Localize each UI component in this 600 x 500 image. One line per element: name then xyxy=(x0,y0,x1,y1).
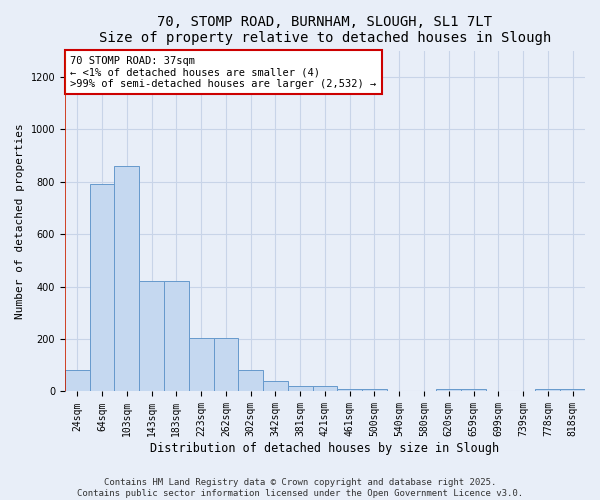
Bar xyxy=(139,282,164,392)
Bar xyxy=(362,390,387,392)
Bar xyxy=(189,338,214,392)
Bar xyxy=(313,386,337,392)
Bar xyxy=(288,386,313,392)
Bar xyxy=(461,390,486,392)
Bar xyxy=(65,370,89,392)
Bar xyxy=(337,390,362,392)
Title: 70, STOMP ROAD, BURNHAM, SLOUGH, SL1 7LT
Size of property relative to detached h: 70, STOMP ROAD, BURNHAM, SLOUGH, SL1 7LT… xyxy=(99,15,551,45)
Bar xyxy=(164,282,189,392)
Bar xyxy=(263,381,288,392)
X-axis label: Distribution of detached houses by size in Slough: Distribution of detached houses by size … xyxy=(151,442,500,455)
Bar xyxy=(560,390,585,392)
Text: Contains HM Land Registry data © Crown copyright and database right 2025.
Contai: Contains HM Land Registry data © Crown c… xyxy=(77,478,523,498)
Bar xyxy=(214,338,238,392)
Bar xyxy=(115,166,139,392)
Bar xyxy=(436,390,461,392)
Text: 70 STOMP ROAD: 37sqm
← <1% of detached houses are smaller (4)
>99% of semi-detac: 70 STOMP ROAD: 37sqm ← <1% of detached h… xyxy=(70,56,376,89)
Bar xyxy=(238,370,263,392)
Bar xyxy=(89,184,115,392)
Y-axis label: Number of detached properties: Number of detached properties xyxy=(15,123,25,319)
Bar xyxy=(535,390,560,392)
